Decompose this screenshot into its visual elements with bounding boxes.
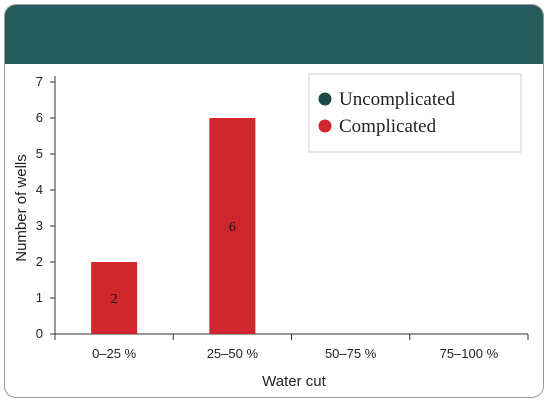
bar-data-label: 2 [111,292,118,307]
y-tick-label: 4 [36,182,43,197]
x-tick-label: 75–100 % [440,346,499,361]
y-tick-label: 1 [36,290,43,305]
bar-complicated [209,118,256,334]
y-tick-label: 2 [36,254,43,269]
legend-label: Complicated [339,116,437,137]
chart-bars: 26 [91,118,256,334]
x-tick-label: 0–25 % [92,346,137,361]
y-tick-label: 3 [36,218,43,233]
legend-marker [318,119,332,133]
y-tick-label: 0 [36,326,43,341]
x-axis-title: Water cut [262,373,326,390]
bar-data-label: 6 [229,220,236,235]
legend-box [308,73,522,153]
chart-legend: Uncomplicated Complicated [308,73,522,153]
y-tick-label: 5 [36,146,43,161]
legend-marker [318,92,332,106]
legend-label: Uncomplicated [339,89,456,110]
x-tick-label: 50–75 % [325,346,377,361]
header-bar [5,5,543,64]
bar-complicated [91,262,138,334]
x-tick-label: 25–50 % [207,346,259,361]
y-tick-label: 6 [36,110,43,125]
y-tick-label: 7 [36,74,43,89]
y-axis-title: Number of wells [13,154,30,262]
